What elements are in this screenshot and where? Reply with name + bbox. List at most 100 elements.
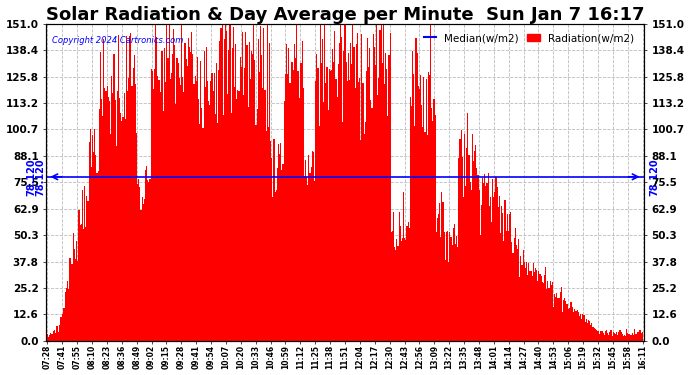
Bar (627, 333, 629, 341)
Bar (252, 54, 253, 341)
Bar (391, 232, 392, 341)
Bar (486, 183, 488, 341)
Bar (568, 309, 569, 341)
Bar (360, 140, 362, 341)
Bar (495, 177, 497, 341)
Bar (51, 334, 52, 341)
Bar (266, 24, 268, 341)
Bar (622, 334, 623, 341)
Bar (635, 334, 636, 341)
Bar (469, 182, 471, 341)
Bar (58, 332, 59, 341)
Bar (396, 238, 397, 341)
Bar (374, 47, 375, 341)
Bar (294, 44, 295, 341)
Bar (239, 57, 241, 341)
Bar (100, 52, 101, 341)
Bar (404, 238, 405, 341)
Bar (141, 197, 143, 341)
Bar (77, 261, 79, 341)
Bar (159, 92, 161, 341)
Bar (583, 315, 584, 341)
Bar (191, 32, 193, 341)
Bar (538, 272, 540, 341)
Bar (358, 82, 359, 341)
Bar (600, 331, 602, 341)
Bar (264, 90, 266, 341)
Bar (211, 73, 213, 341)
Bar (177, 63, 179, 341)
Bar (308, 155, 310, 341)
Bar (104, 87, 106, 341)
Bar (440, 237, 442, 341)
Bar (130, 33, 131, 341)
Bar (299, 98, 300, 341)
Bar (375, 64, 376, 341)
Bar (611, 336, 613, 341)
Bar (540, 276, 542, 341)
Bar (234, 87, 235, 341)
Bar (606, 330, 607, 341)
Bar (230, 113, 232, 341)
Bar (586, 323, 588, 341)
Bar (584, 322, 586, 341)
Bar (625, 336, 627, 341)
Bar (47, 333, 48, 341)
Bar (251, 51, 252, 341)
Bar (444, 232, 445, 341)
Bar (620, 332, 622, 341)
Bar (518, 238, 519, 341)
Bar (85, 226, 86, 341)
Bar (413, 74, 414, 341)
Bar (215, 114, 216, 341)
Bar (124, 93, 125, 341)
Bar (235, 44, 236, 341)
Bar (633, 335, 634, 341)
Bar (116, 146, 117, 341)
Bar (517, 249, 518, 341)
Bar (426, 135, 428, 341)
Bar (161, 51, 162, 341)
Bar (449, 232, 451, 341)
Bar (315, 81, 316, 341)
Bar (284, 101, 285, 341)
Bar (412, 51, 413, 341)
Bar (485, 186, 486, 341)
Bar (471, 190, 472, 341)
Bar (462, 158, 463, 341)
Bar (126, 36, 127, 341)
Bar (278, 144, 279, 341)
Bar (91, 167, 92, 341)
Bar (131, 86, 132, 341)
Bar (616, 332, 617, 341)
Bar (59, 325, 61, 341)
Bar (50, 333, 51, 341)
Text: 78.120: 78.120 (35, 158, 45, 196)
Bar (484, 174, 485, 341)
Bar (111, 76, 112, 341)
Bar (588, 320, 589, 341)
Bar (580, 314, 581, 341)
Bar (595, 330, 597, 341)
Bar (79, 225, 81, 341)
Bar (632, 333, 633, 341)
Bar (199, 124, 200, 341)
Bar (430, 24, 431, 341)
Bar (424, 132, 426, 341)
Bar (314, 182, 315, 341)
Bar (414, 126, 415, 341)
Bar (300, 63, 302, 341)
Bar (356, 44, 357, 341)
Bar (552, 282, 553, 341)
Bar (217, 123, 218, 341)
Bar (210, 81, 211, 341)
Bar (219, 40, 221, 341)
Bar (67, 282, 68, 341)
Bar (598, 331, 599, 341)
Bar (467, 113, 469, 341)
Bar (168, 24, 170, 341)
Bar (297, 71, 298, 341)
Bar (223, 115, 224, 341)
Bar (406, 226, 408, 341)
Bar (602, 333, 604, 341)
